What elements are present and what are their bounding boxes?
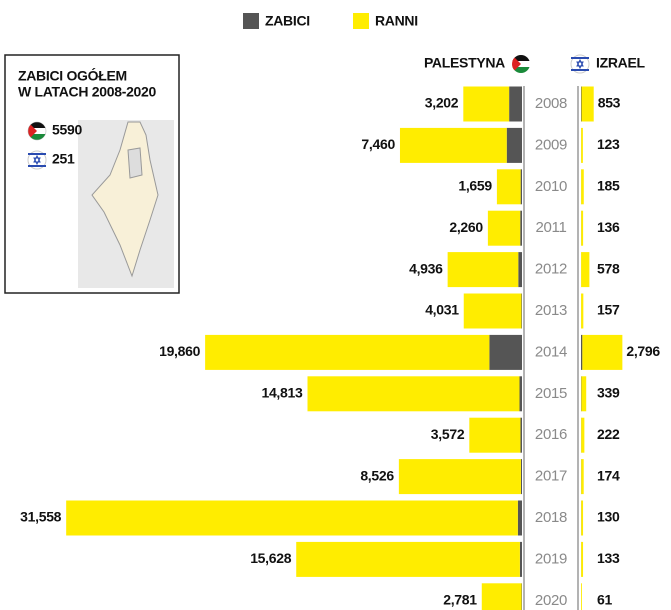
bar (520, 169, 522, 205)
value-label: 174 (597, 467, 620, 483)
bar (581, 86, 582, 122)
value-label: 578 (597, 260, 620, 276)
bar (481, 583, 522, 610)
bar (581, 86, 594, 122)
year-label: 2011 (535, 219, 566, 236)
legend-swatch (353, 13, 369, 29)
bar (487, 210, 521, 246)
value-label: 2,781 (443, 592, 477, 608)
inset-title: W LATACH 2008-2020 (18, 84, 157, 100)
value-label: 222 (597, 426, 620, 442)
value-label: 7,460 (361, 136, 395, 152)
bar (489, 334, 522, 370)
bar (581, 293, 584, 329)
value-label: 2,796 (626, 343, 660, 359)
bar (581, 334, 583, 370)
map-shape (91, 121, 159, 278)
bar (581, 252, 590, 288)
value-label: 4,031 (425, 302, 459, 318)
bar (581, 459, 584, 495)
value-label: 2,260 (449, 219, 483, 235)
bar (518, 252, 522, 288)
bar (519, 376, 522, 412)
bar (581, 127, 583, 163)
year-label: 2016 (535, 426, 567, 443)
value-label: 3,572 (431, 426, 465, 442)
bar (517, 500, 522, 536)
year-label: 2010 (535, 178, 567, 195)
value-label: 133 (597, 550, 620, 566)
side-label: IZRAEL (596, 55, 646, 71)
value-label: 1,659 (458, 178, 492, 194)
bar (463, 86, 510, 122)
flag-israel-header (570, 54, 590, 74)
year-label: 2017 (535, 468, 567, 485)
bar (506, 127, 522, 163)
value-label: 3,202 (425, 95, 459, 111)
value-label: 14,813 (261, 385, 303, 401)
flag-palestine-header (512, 55, 530, 73)
inset-value: 251 (52, 151, 75, 167)
bar (463, 293, 522, 329)
bar (205, 334, 490, 370)
year-label: 2020 (535, 592, 567, 609)
value-label: 130 (597, 509, 620, 525)
bar (581, 417, 585, 453)
bar (581, 376, 587, 412)
bar (296, 541, 520, 577)
bar (581, 500, 584, 536)
bar (521, 293, 522, 329)
value-label: 339 (597, 385, 620, 401)
bar (581, 541, 584, 577)
bar (307, 376, 520, 412)
legend-label: ZABICI (265, 13, 310, 29)
bar (509, 86, 522, 122)
bar (519, 541, 522, 577)
value-label: 123 (597, 136, 620, 152)
map-region (127, 147, 143, 179)
year-label: 2019 (535, 550, 567, 567)
legend-swatch (243, 13, 259, 29)
value-label: 61 (597, 592, 612, 608)
year-label: 2014 (535, 343, 567, 360)
year-label: 2008 (535, 95, 567, 112)
bar (582, 334, 623, 370)
year-label: 2009 (535, 136, 567, 153)
year-label: 2015 (535, 385, 567, 402)
flag-israel (27, 150, 47, 170)
year-label: 2012 (535, 261, 567, 278)
bar (581, 210, 584, 246)
bar (447, 252, 519, 288)
year-label: 2018 (535, 509, 567, 526)
bar (399, 127, 507, 163)
value-label: 31,558 (20, 509, 62, 525)
bar (66, 500, 518, 536)
value-label: 4,936 (409, 260, 443, 276)
bar (520, 459, 522, 495)
legend-label: RANNI (375, 13, 418, 29)
inset-title: ZABICI OGÓŁEM (18, 67, 127, 84)
value-label: 15,628 (250, 550, 292, 566)
value-label: 185 (597, 178, 620, 194)
flag-palestine (27, 121, 47, 141)
bar (398, 459, 521, 495)
value-label: 136 (597, 219, 620, 235)
value-label: 8,526 (360, 467, 394, 483)
year-label: 2013 (535, 302, 567, 319)
value-label: 157 (597, 302, 620, 318)
bar (520, 417, 522, 453)
bar (581, 583, 582, 610)
bar (581, 169, 584, 205)
inset-value: 5590 (52, 122, 82, 138)
value-label: 853 (598, 95, 621, 111)
bar (520, 210, 522, 246)
inset: ZABICI OGÓŁEM W LATACH 2008-2020 5590 25… (4, 54, 180, 294)
bar (496, 169, 521, 205)
bar (469, 417, 521, 453)
value-label: 19,860 (159, 343, 201, 359)
side-label: PALESTYNA (424, 55, 505, 71)
